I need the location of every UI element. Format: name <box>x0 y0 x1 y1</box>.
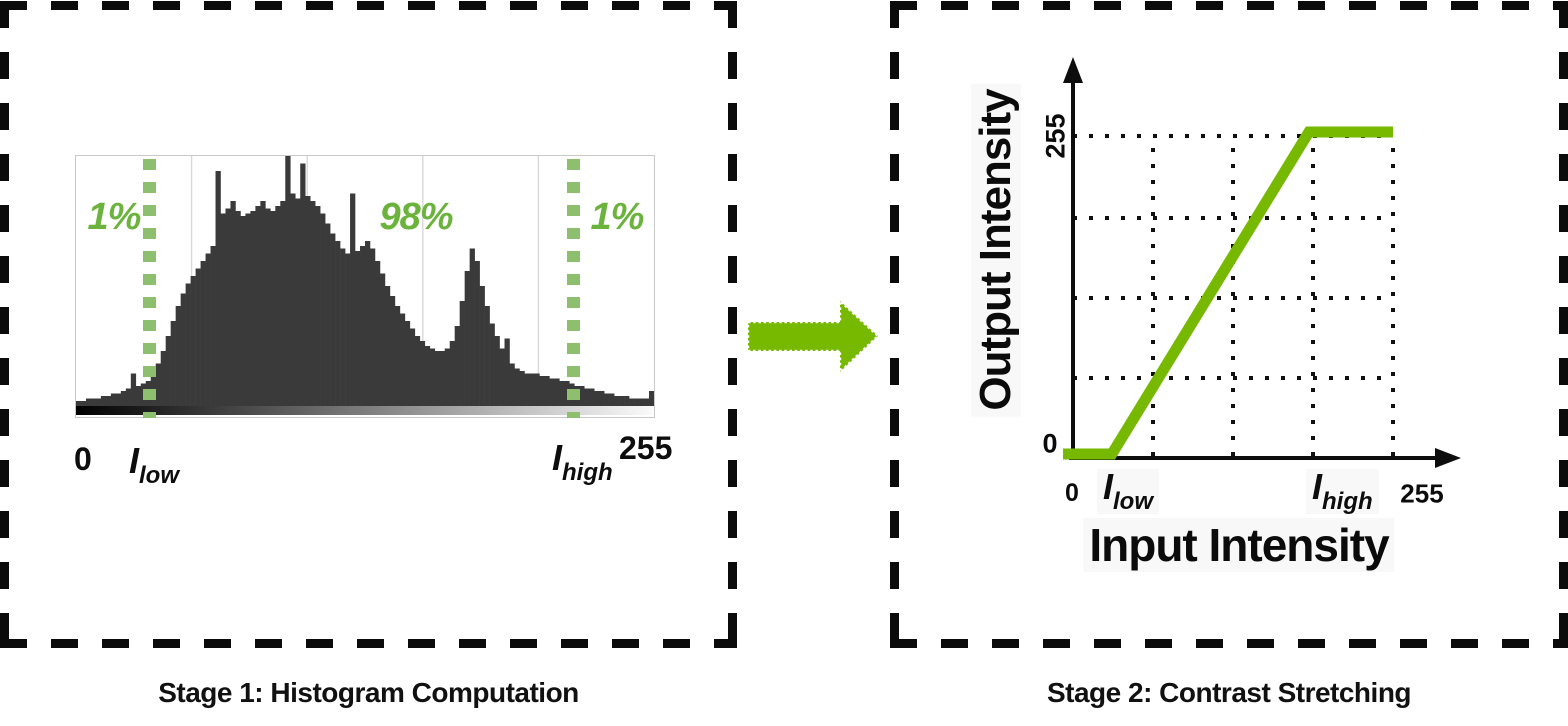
percent-label-middle: 98% <box>379 196 453 238</box>
stage2-border-right <box>1559 1 1568 648</box>
stage1-tick-ihigh: Ihigh <box>552 440 613 485</box>
stage1-border-left <box>0 1 9 648</box>
histogram-chart <box>76 156 654 415</box>
ihigh-symbol: I <box>552 437 563 478</box>
transfer-plot-axes <box>1063 57 1461 468</box>
stage2-ytick-255: 255 <box>1040 113 1071 159</box>
stage2-border-top <box>890 1 1568 10</box>
histogram-bars <box>76 156 654 407</box>
transfer-plot-grid <box>1073 134 1395 456</box>
histogram-figure <box>75 155 655 418</box>
percent-label-left: 1% <box>87 196 142 238</box>
input-intensity-axis-label: Input Intensity <box>1083 518 1395 572</box>
stage2-caption: Stage 2: Contrast Stretching <box>1046 677 1412 708</box>
stage1-tick-zero: 0 <box>74 441 92 477</box>
ihigh-subscript: high <box>1322 488 1373 515</box>
ilow-subscript: low <box>139 462 180 489</box>
contrast-stretch-curve <box>1063 126 1393 460</box>
ihigh-threshold-line <box>567 159 580 418</box>
ihigh-symbol: I <box>1312 466 1323 507</box>
stage2-border-left <box>890 1 899 648</box>
ilow-subscript: low <box>1113 488 1154 515</box>
stage-transition-arrow <box>746 298 880 375</box>
ilow-threshold-line <box>143 159 156 418</box>
output-intensity-axis-label: Output Intensity <box>971 83 1021 417</box>
ilow-symbol: I <box>1103 466 1114 507</box>
percent-label-right: 1% <box>590 196 645 238</box>
grayscale-ramp-strip <box>76 406 654 415</box>
stage1-caption: Stage 1: Histogram Computation <box>158 677 579 708</box>
stage2-ytick-zero: 0 <box>1042 428 1058 459</box>
stage1-border-top <box>0 1 737 10</box>
stage2-xtick-ilow: Ilow <box>1097 466 1160 515</box>
stage1-border-bottom <box>0 639 737 648</box>
ilow-symbol: I <box>129 440 140 481</box>
stage2-xtick-zero: 0 <box>1065 479 1079 507</box>
stage2-border-bottom <box>890 639 1568 648</box>
stage2-xtick-ihigh: Ihigh <box>1306 469 1379 514</box>
stage1-tick-255: 255 <box>619 430 673 466</box>
ihigh-subscript: high <box>562 459 613 486</box>
stage1-tick-ilow: Ilow <box>129 443 179 488</box>
stage2-xtick-255: 255 <box>1400 478 1444 509</box>
stage1-border-right <box>728 1 737 648</box>
